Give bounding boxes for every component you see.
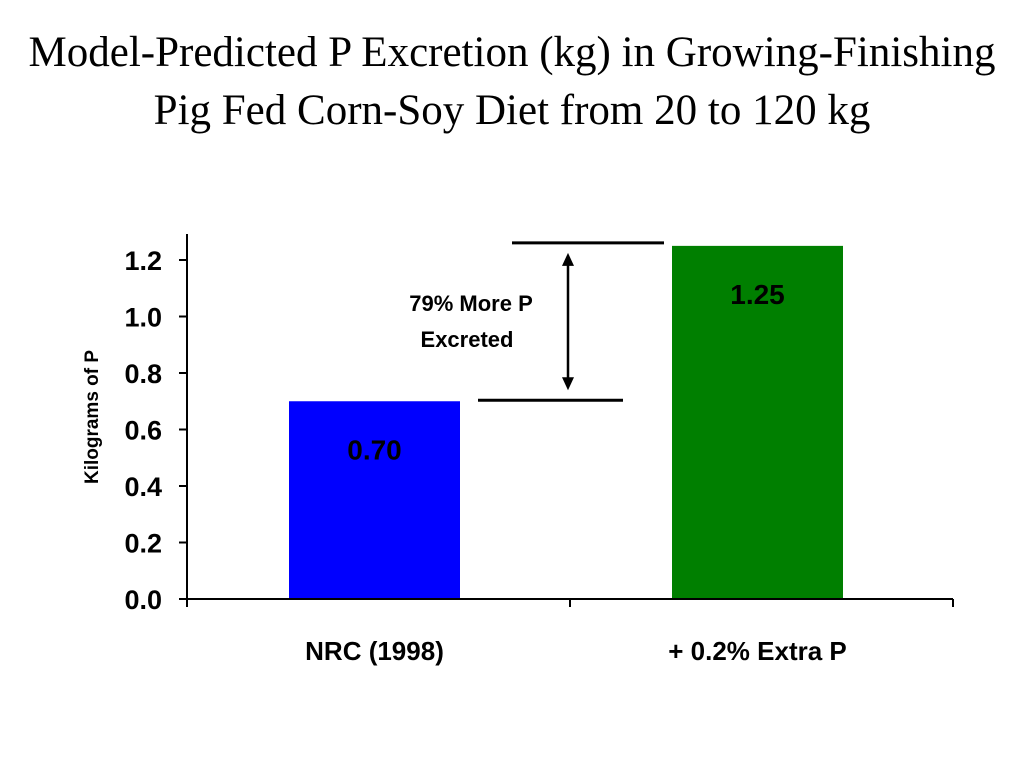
y-tick-label: 1.0 <box>124 303 162 333</box>
bars-group <box>289 245 843 599</box>
y-axis-title: Kilograms of P <box>82 350 103 484</box>
annotation-text-line-1: 79% More P <box>409 291 533 316</box>
y-ticks-group: 0.0 0.2 0.4 0.6 0.8 1.0 1.2 <box>124 246 187 615</box>
bar-labels-group: 0.70 1.25 <box>347 279 785 465</box>
bar-value-label: 0.70 <box>347 434 402 465</box>
chart-title: Model-Predicted P Excretion (kg) in Grow… <box>28 29 996 134</box>
bar-value-label: 1.25 <box>730 279 785 310</box>
annotation-text-line-2: Excreted <box>421 327 514 352</box>
y-tick-label: 0.8 <box>124 359 162 389</box>
x-category-label: + 0.2% Extra P <box>668 636 847 666</box>
y-tick-label: 0.6 <box>124 416 162 446</box>
arrow-head-down-icon <box>562 377 574 391</box>
annotation-group: 79% More P Excreted <box>409 241 664 402</box>
arrow-head-up-icon <box>562 252 574 266</box>
y-tick-label: 0.0 <box>124 585 162 615</box>
y-tick-label: 0.2 <box>124 529 162 559</box>
bar <box>289 401 460 599</box>
x-category-label: NRC (1998) <box>305 636 444 666</box>
x-ticks-group: NRC (1998) + 0.2% Extra P <box>186 599 954 666</box>
bar <box>672 245 843 599</box>
y-tick-label: 1.2 <box>124 246 162 276</box>
y-tick-label: 0.4 <box>124 472 162 502</box>
